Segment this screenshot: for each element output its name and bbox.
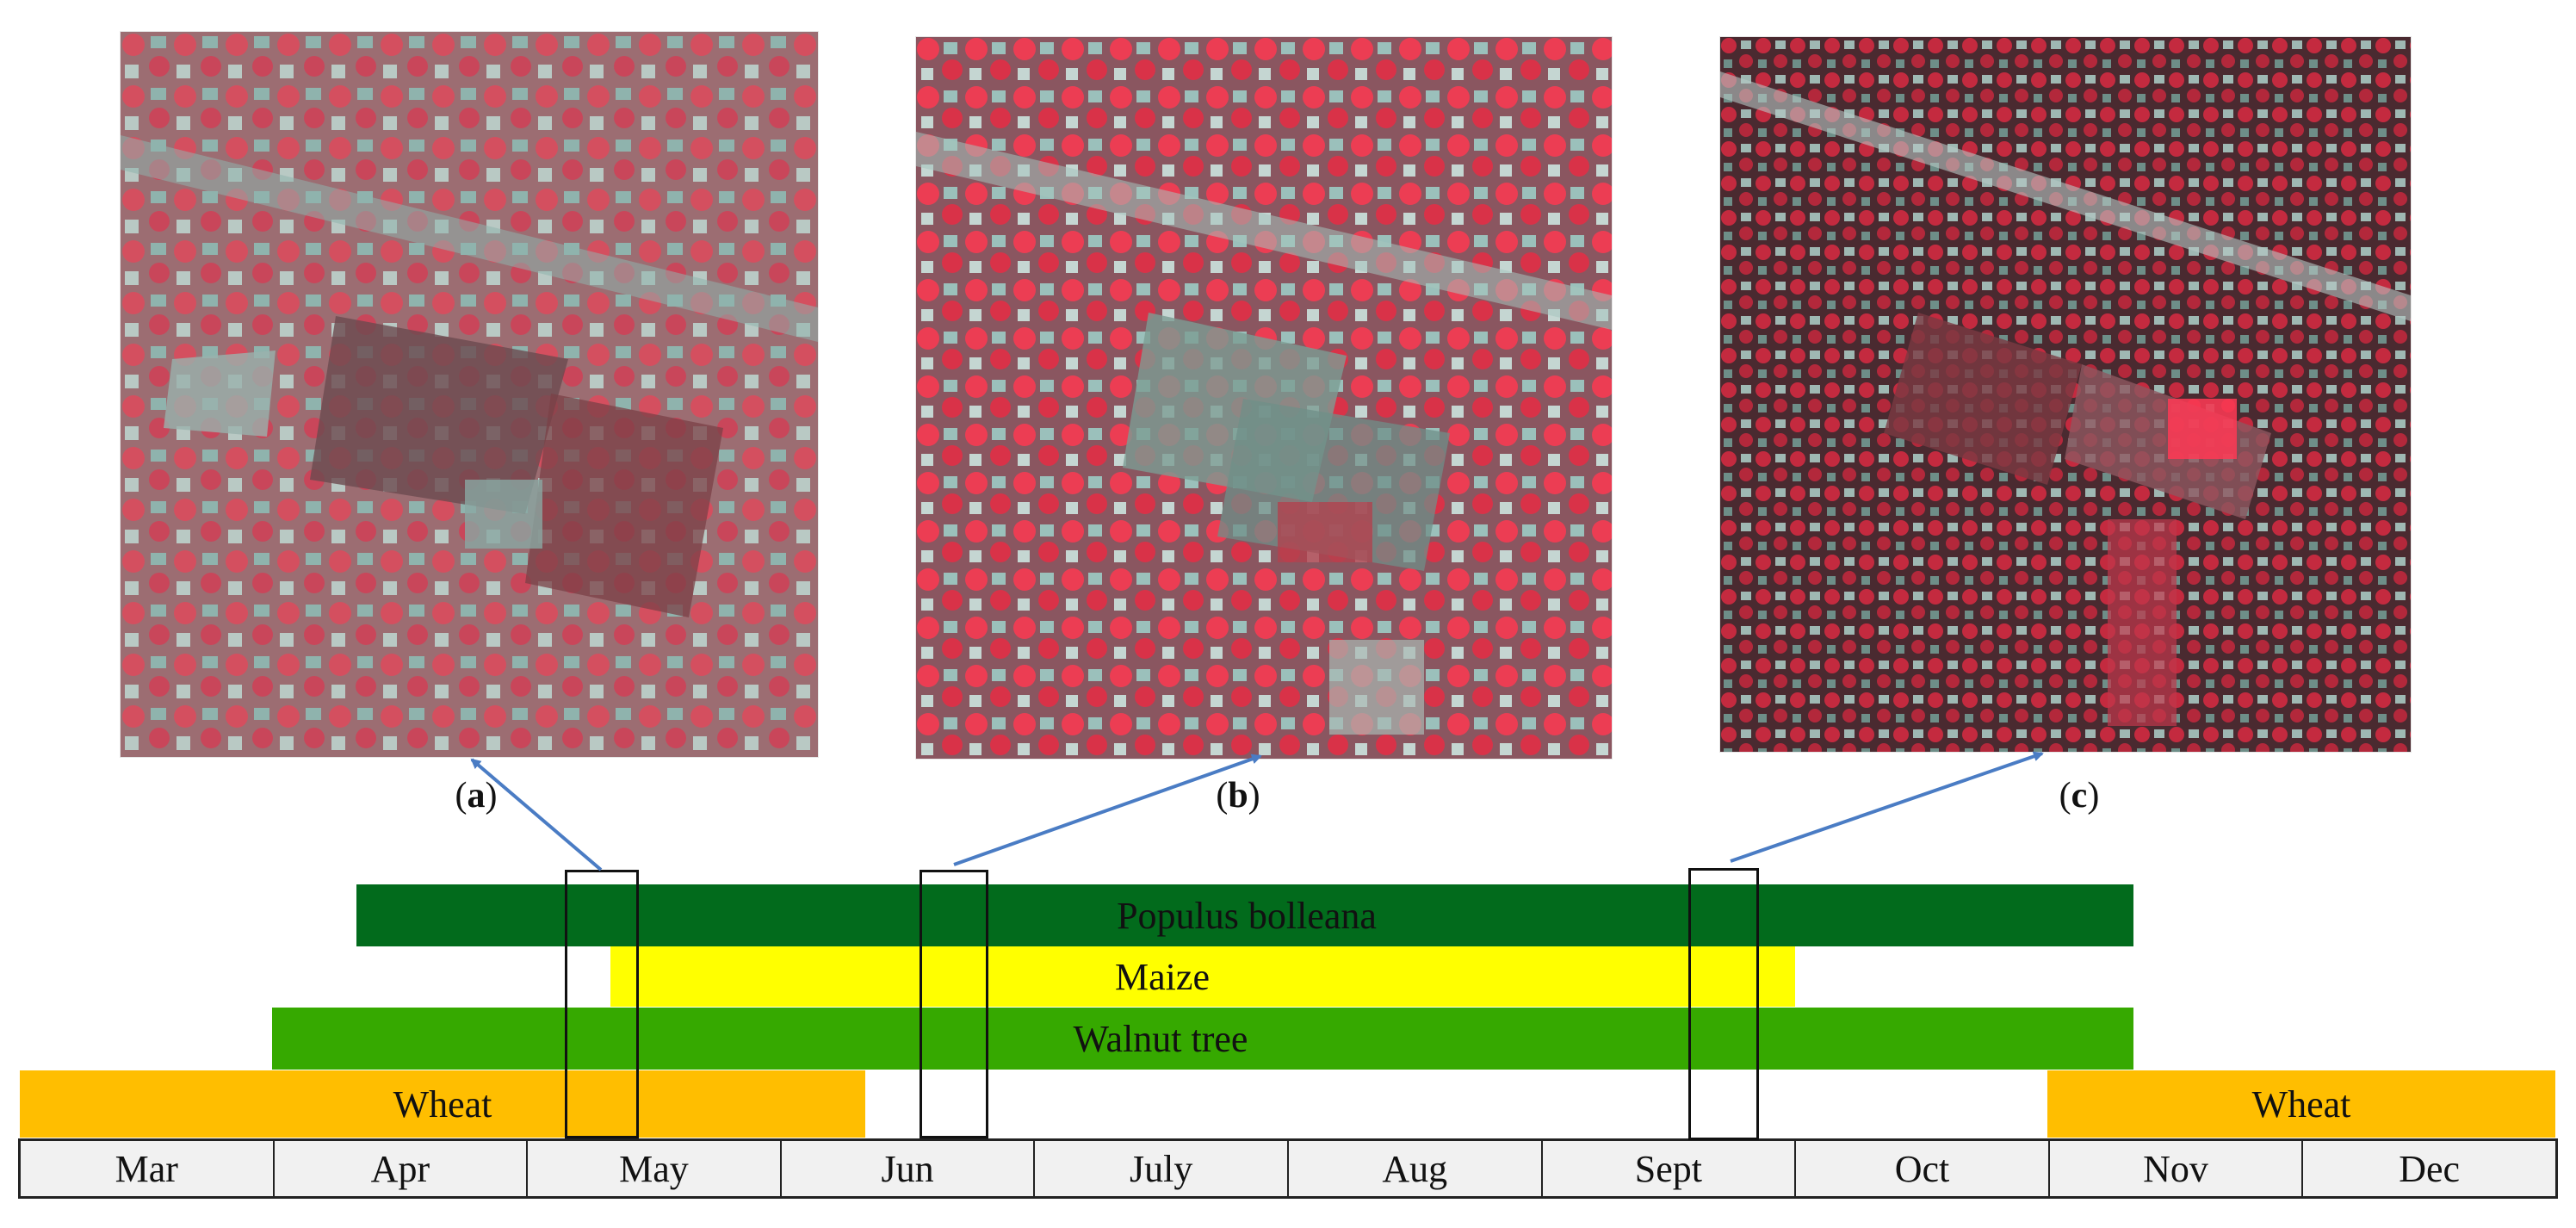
satellite-image-b-render <box>916 37 1612 759</box>
acquisition-window-b <box>920 870 988 1138</box>
month-timeline: Mar Apr May Jun July Aug Sept Oct Nov De… <box>18 1138 2558 1199</box>
arrow-c <box>1730 751 2044 863</box>
crop-label-wheat-spring: Wheat <box>393 1082 492 1126</box>
acquisition-window-a <box>565 870 639 1138</box>
satellite-image-c-render <box>1720 37 2411 752</box>
month-cell: Nov <box>2050 1141 2304 1196</box>
panel-label-a: (a) <box>455 776 498 816</box>
satellite-image-c <box>1719 36 2412 753</box>
month-cell: Mar <box>21 1141 275 1196</box>
satellite-image-b <box>915 36 1613 760</box>
acquisition-window-c <box>1688 868 1759 1140</box>
crop-label-populus: Populus bolleana <box>1117 894 1377 937</box>
crop-label-walnut: Walnut tree <box>1073 1017 1248 1060</box>
crop-bar-walnut: Walnut tree <box>272 1008 2133 1070</box>
month-cell: Jun <box>782 1141 1036 1196</box>
crop-label-maize: Maize <box>1115 955 1210 998</box>
month-cell: Sept <box>1543 1141 1797 1196</box>
crop-label-wheat-autumn: Wheat <box>2251 1082 2351 1126</box>
month-cell: July <box>1035 1141 1289 1196</box>
crop-bar-wheat-spring: Wheat <box>20 1070 865 1138</box>
satellite-image-a <box>120 31 819 758</box>
month-cell: May <box>528 1141 782 1196</box>
month-cell: Aug <box>1289 1141 1543 1196</box>
month-cell: Oct <box>1796 1141 2050 1196</box>
crop-bar-wheat-autumn: Wheat <box>2047 1070 2555 1138</box>
crop-bar-maize: Maize <box>610 946 1795 1007</box>
crop-bar-populus: Populus bolleana <box>356 884 2133 946</box>
panel-label-c: (c) <box>2059 776 2100 816</box>
month-cell: Dec <box>2399 1147 2461 1190</box>
month-cell: Apr <box>275 1141 529 1196</box>
satellite-image-a-render <box>121 32 818 757</box>
panel-label-b: (b) <box>1216 776 1260 816</box>
